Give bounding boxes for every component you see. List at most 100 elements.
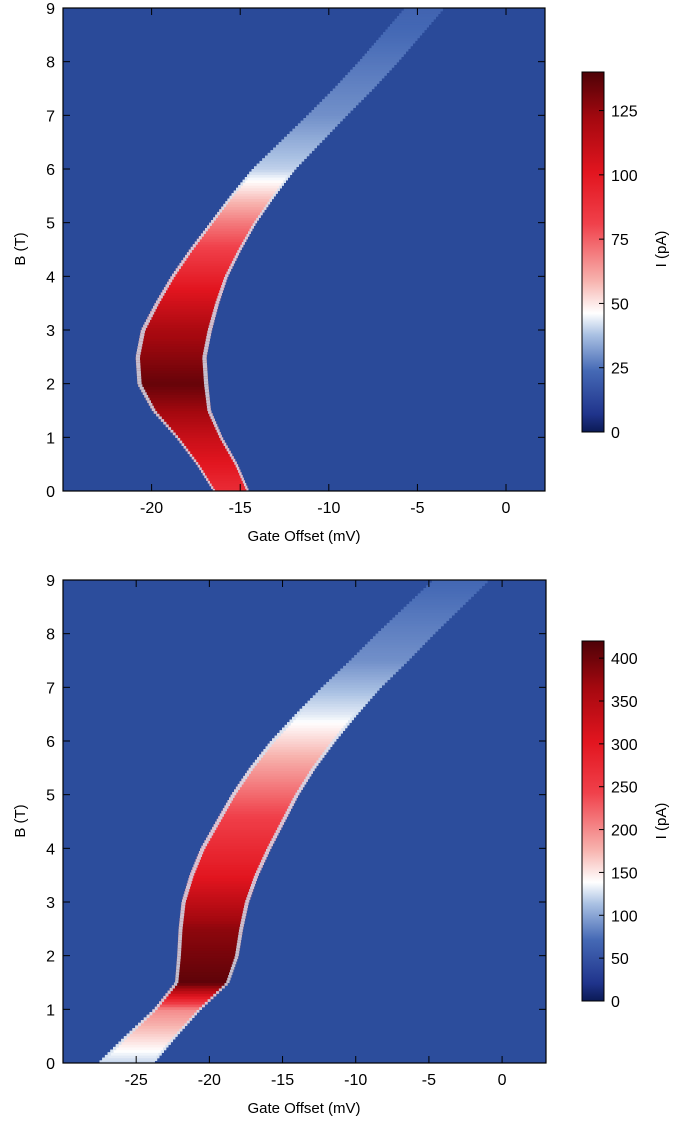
band-edge (177, 939, 182, 943)
band-edge (286, 134, 290, 138)
band-strip (263, 749, 329, 753)
band-edge (140, 330, 145, 334)
band-strip (150, 311, 217, 315)
band-edge (226, 270, 230, 275)
band-edge (406, 604, 410, 608)
band-edge (357, 61, 361, 65)
band-strip (357, 61, 397, 65)
band-edge (275, 190, 278, 194)
band-edge (403, 50, 406, 55)
band-edge (303, 778, 308, 782)
band-strip (364, 53, 404, 57)
band-edge (264, 155, 268, 159)
band-strip (237, 783, 305, 788)
band-strip (187, 450, 231, 455)
band-edge (252, 877, 257, 882)
band-edge (456, 606, 461, 611)
band-strip (253, 166, 297, 170)
band-edge (223, 279, 227, 283)
band-strip (207, 834, 278, 839)
band-strip (139, 338, 210, 342)
band-edge (229, 195, 233, 200)
band-strip (212, 826, 282, 831)
band-edge (475, 588, 480, 592)
band-strip (190, 246, 242, 251)
y-tick-label: 1 (46, 430, 55, 447)
band-strip (275, 144, 317, 149)
band-edge (179, 1028, 183, 1032)
panel-1-frame (62, 7, 546, 492)
band-edge (374, 83, 377, 87)
band-edge (249, 228, 253, 232)
band-edge (215, 426, 219, 430)
band-edge (242, 480, 246, 484)
band-edge (187, 450, 191, 455)
band-edge (392, 617, 396, 621)
band-strip (279, 730, 343, 734)
band-edge (110, 1049, 114, 1053)
band-edge (132, 1028, 136, 1032)
band-strip (107, 1052, 162, 1056)
band-strip (312, 695, 373, 699)
band-edge (172, 273, 176, 277)
band-edge (318, 757, 323, 761)
band-strip (225, 802, 294, 806)
band-edge (190, 872, 195, 876)
band-edge (417, 593, 422, 597)
band-strip (196, 238, 247, 243)
band-strip (224, 805, 293, 809)
band-edge (367, 50, 370, 55)
band-edge (225, 273, 229, 277)
band-strip (234, 789, 302, 793)
band-edge (249, 888, 254, 892)
band-edge (195, 461, 199, 465)
band-strip (329, 679, 388, 683)
band-strip (294, 714, 357, 718)
band-strip (191, 456, 234, 460)
panel-2-y-ticks: 0 1 2 3 4 5 6 7 8 9 (46, 573, 546, 1073)
band-edge (136, 362, 141, 366)
band-strip (259, 754, 325, 758)
band-strip (177, 947, 240, 951)
band-edge (246, 233, 250, 237)
band-strip (257, 757, 323, 761)
band-edge (159, 1001, 162, 1005)
band-edge (267, 743, 272, 747)
band-edge (190, 246, 194, 251)
band-edge (206, 399, 211, 404)
band-edge (227, 800, 232, 804)
band-edge (256, 869, 261, 874)
band-strip (392, 617, 450, 621)
band-strip (201, 845, 272, 849)
band-edge (194, 1012, 197, 1016)
panel-2-background (63, 580, 546, 1063)
band-strip (297, 123, 338, 127)
band-edge (271, 837, 276, 841)
band-edge (159, 295, 163, 299)
band-edge (378, 684, 382, 688)
band-edge (275, 144, 279, 149)
band-edge (185, 254, 189, 259)
band-edge (327, 131, 330, 135)
band-edge (241, 778, 246, 782)
band-edge (213, 308, 218, 312)
band-edge (386, 622, 391, 627)
band-edge (412, 598, 416, 603)
band-strip (354, 655, 412, 659)
band-strip (256, 163, 299, 167)
band-edge (121, 1038, 125, 1043)
x-tick-label: -10 (344, 1072, 367, 1089)
band-edge (225, 802, 231, 806)
band-edge (319, 101, 322, 106)
band-strip (248, 767, 315, 772)
band-strip (356, 652, 415, 656)
band-edge (371, 692, 375, 696)
band-edge (244, 902, 249, 906)
band-edge (335, 85, 338, 90)
band-edge (392, 21, 395, 25)
band-strip (230, 794, 298, 798)
y-tick-label: 6 (46, 734, 55, 751)
band-strip (340, 668, 399, 672)
band-edge (146, 1014, 150, 1018)
band-edge (194, 241, 198, 245)
